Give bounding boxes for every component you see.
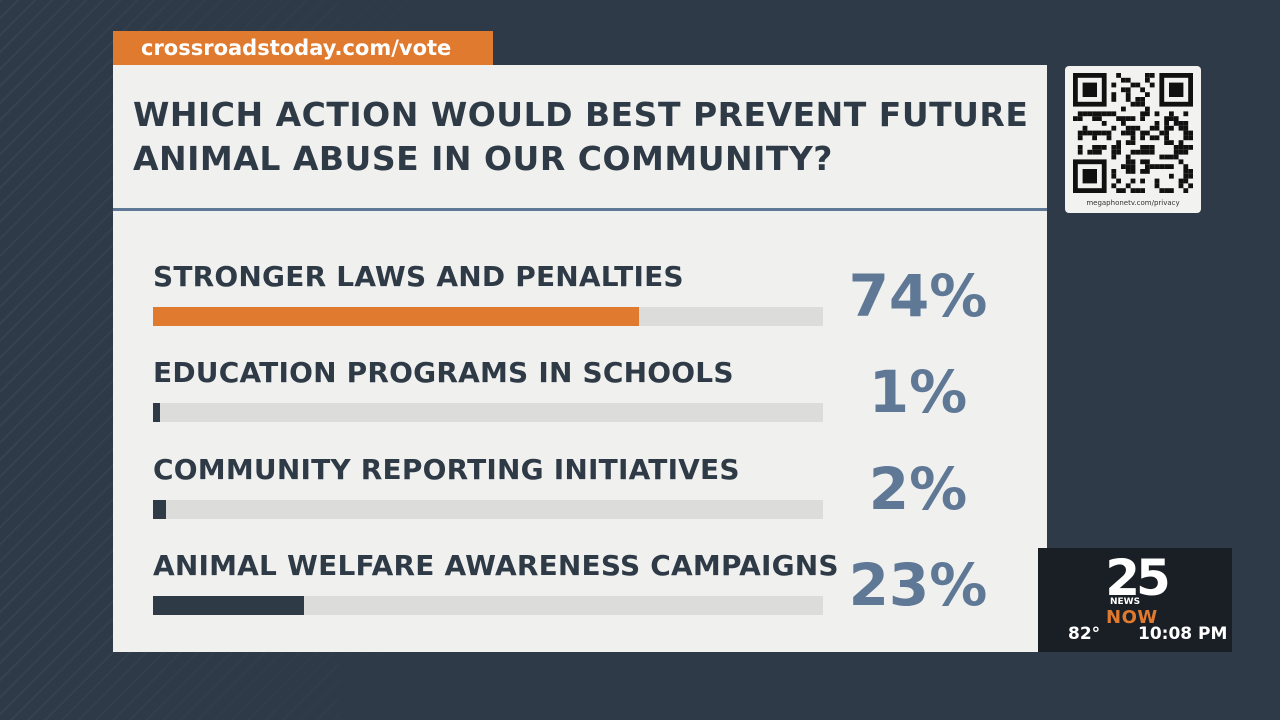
bar-track (153, 500, 823, 519)
qr-code-icon (1073, 73, 1193, 193)
percent-label: 23% (848, 551, 988, 619)
qr-caption: megaphonetv.com/privacy (1086, 199, 1180, 207)
bar-track (153, 596, 823, 615)
vote-url-tab[interactable]: crossroadstoday.com/vote (113, 31, 493, 65)
bar-track (153, 403, 823, 422)
brand-news: NEWS (1110, 597, 1141, 607)
option-label: EDUCATION PROGRAMS IN SCHOOLS (153, 356, 734, 389)
poll-question: WHICH ACTION WOULD BEST PREVENT FUTURE A… (133, 95, 1029, 178)
news-now-logo: 25 NEWS NOW (1096, 549, 1176, 628)
question-divider (113, 208, 1047, 211)
time-readout: 10:08 PM (1138, 624, 1228, 644)
bar-fill (153, 500, 166, 519)
option-label: STRONGER LAWS AND PENALTIES (153, 260, 684, 293)
station-bug: 25 NEWS NOW 82° 10:08 PM (1038, 548, 1232, 652)
option-label: COMMUNITY REPORTING INITIATIVES (153, 453, 740, 486)
bar-fill (153, 307, 639, 326)
bar-track (153, 307, 823, 326)
poll-card: WHICH ACTION WOULD BEST PREVENT FUTURE A… (113, 65, 1047, 652)
brand-now: NOW (1106, 607, 1158, 628)
bar-fill (153, 596, 304, 615)
percent-label: 1% (868, 358, 968, 426)
temperature-readout: 82° (1068, 624, 1101, 644)
bar-fill (153, 403, 160, 422)
percent-label: 74% (848, 262, 988, 330)
percent-label: 2% (868, 455, 968, 523)
qr-code-box: megaphonetv.com/privacy (1065, 66, 1201, 213)
channel-number: 25 (1105, 549, 1171, 607)
option-label: ANIMAL WELFARE AWARENESS CAMPAIGNS (153, 549, 839, 582)
